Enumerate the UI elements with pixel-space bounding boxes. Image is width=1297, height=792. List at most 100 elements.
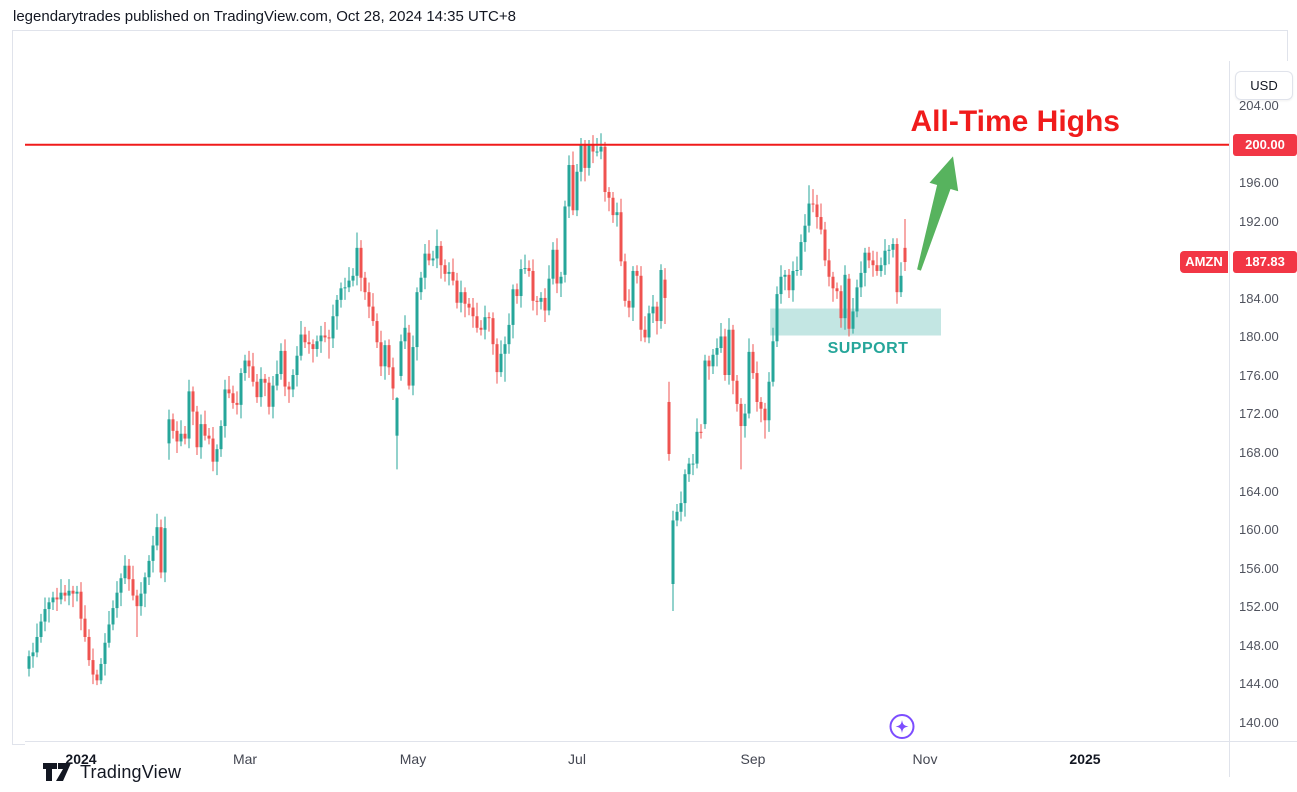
candle-body	[563, 206, 567, 275]
candle-body	[51, 597, 55, 603]
ath-annotation-label[interactable]: All-Time Highs	[910, 105, 1120, 138]
time-axis[interactable]: 2024 Mar May Jul Sep Nov 2025	[25, 741, 1297, 777]
time-tick-label: 2024	[65, 751, 97, 767]
candle-body	[215, 449, 219, 462]
candle-body	[411, 347, 415, 386]
trend-arrow[interactable]	[917, 156, 959, 271]
candle-body	[107, 624, 111, 643]
candle-body	[319, 335, 323, 342]
candle-body	[371, 306, 375, 322]
candle-body	[187, 391, 191, 439]
candle-body	[135, 595, 139, 607]
candle-body	[363, 277, 367, 293]
candle-body	[511, 289, 515, 325]
candle-body	[355, 247, 359, 276]
brand-text[interactable]: TradingView	[80, 761, 182, 782]
candle-body	[759, 401, 763, 409]
candle-body	[271, 385, 275, 407]
time-tick-label: Nov	[912, 751, 938, 767]
candle-body	[351, 275, 355, 281]
candle-body	[651, 306, 655, 314]
price-axis[interactable]: 204.00 196.00 192.00 184.00 180.00 176.00 172.…	[1230, 61, 1297, 741]
candle-body	[35, 636, 39, 653]
candle-body	[615, 212, 619, 216]
candle-body	[55, 597, 59, 600]
candle-body	[719, 336, 723, 349]
candle-body	[27, 656, 31, 669]
candle-body	[183, 433, 187, 439]
candle-body	[715, 348, 719, 355]
tradingview-logo-icon[interactable]	[42, 762, 72, 782]
candle-body	[451, 271, 455, 281]
candle-body	[131, 579, 135, 596]
candle-body	[255, 381, 259, 398]
candle-body	[867, 252, 871, 261]
candle-body	[223, 389, 227, 427]
candle-body	[523, 268, 527, 270]
candle-body	[503, 344, 507, 354]
candle-body	[219, 426, 223, 450]
candle-body	[87, 636, 91, 661]
candle-body	[455, 280, 459, 303]
candle-body	[819, 217, 823, 230]
candle-body	[31, 652, 35, 657]
candle-body	[607, 191, 611, 198]
candle-body	[195, 411, 199, 448]
candle-body	[831, 276, 835, 289]
support-annotation-label[interactable]: SUPPORT	[827, 340, 909, 357]
candle-body	[207, 435, 211, 439]
price-tick-label: 156.00	[1239, 560, 1279, 576]
candle-body	[247, 360, 251, 367]
candle-body	[815, 204, 819, 218]
candle-body	[787, 274, 791, 291]
candle-body	[279, 350, 283, 375]
candle-body	[551, 249, 555, 279]
candle-body	[835, 288, 839, 292]
candle-body	[327, 337, 331, 339]
candle-body	[299, 334, 303, 356]
candle-body	[463, 292, 467, 304]
candle-body	[111, 608, 115, 625]
candle-body	[323, 335, 327, 338]
candle-body	[387, 345, 391, 368]
candle-body	[671, 520, 675, 585]
candle-body	[435, 245, 439, 259]
candle-body	[691, 463, 695, 465]
candle-body	[307, 342, 311, 345]
candle-body	[807, 203, 811, 226]
candle-body	[487, 317, 491, 319]
candle-body	[75, 591, 79, 594]
candle-body	[639, 275, 643, 330]
currency-button[interactable]: USD	[1235, 71, 1293, 100]
candle-body	[535, 300, 539, 302]
candle-body	[647, 313, 651, 338]
candle-body	[415, 292, 419, 348]
candle-body	[859, 272, 863, 288]
candle-body	[799, 242, 803, 271]
ath-price-badge: 200.00	[1233, 133, 1297, 156]
candle-body	[439, 245, 443, 266]
candle-body	[791, 270, 795, 291]
candle-body	[611, 197, 615, 216]
price-tick-label: 140.00	[1239, 714, 1279, 730]
candle-body	[167, 419, 171, 444]
candle-body	[887, 249, 891, 251]
candle-body	[359, 247, 363, 278]
candle-body	[335, 299, 339, 317]
candle-body	[779, 276, 783, 295]
candle-body	[555, 249, 559, 284]
price-tick-label: 160.00	[1239, 522, 1279, 538]
candle-body	[331, 316, 335, 339]
candle-body	[343, 287, 347, 289]
idea-marker-icon[interactable]	[889, 714, 915, 740]
candle-body	[679, 503, 683, 512]
candle-body	[103, 642, 107, 664]
support-zone[interactable]	[770, 308, 941, 336]
candle-body	[115, 592, 119, 609]
candle-body	[543, 297, 547, 311]
candle-body	[751, 351, 755, 374]
price-tick-label: 152.00	[1239, 599, 1279, 615]
candle-body	[83, 618, 87, 637]
candle-body	[515, 289, 519, 297]
chart-pane: All-Time Highs SUPPORT AMZN	[25, 61, 1230, 741]
